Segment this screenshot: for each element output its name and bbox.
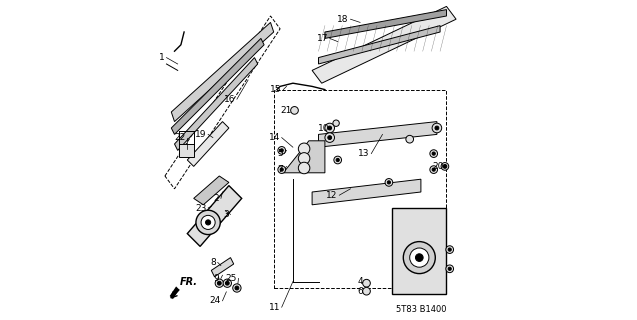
Circle shape (235, 286, 239, 290)
Text: 7: 7 (277, 165, 283, 174)
Circle shape (333, 120, 340, 126)
Text: 2: 2 (213, 194, 219, 203)
Polygon shape (175, 58, 258, 150)
Text: 19: 19 (195, 130, 206, 139)
Text: 15: 15 (270, 85, 282, 94)
Circle shape (410, 248, 429, 267)
Text: 14: 14 (269, 133, 280, 142)
Circle shape (325, 123, 334, 133)
Text: 16: 16 (224, 95, 235, 104)
Text: 23: 23 (195, 204, 206, 212)
Circle shape (334, 156, 341, 164)
Text: 8: 8 (210, 258, 216, 267)
Polygon shape (318, 26, 440, 64)
Polygon shape (312, 179, 421, 205)
Circle shape (225, 281, 229, 285)
Circle shape (387, 181, 390, 184)
Circle shape (362, 287, 370, 295)
Circle shape (278, 166, 285, 173)
Circle shape (290, 107, 298, 114)
Text: 4: 4 (357, 277, 363, 286)
Polygon shape (211, 258, 234, 277)
Polygon shape (187, 122, 229, 166)
Text: 24: 24 (210, 296, 221, 305)
Circle shape (298, 153, 310, 164)
Circle shape (443, 164, 447, 168)
Polygon shape (283, 141, 325, 173)
Text: 22: 22 (175, 133, 186, 142)
Circle shape (432, 152, 435, 155)
Text: 5T83 B1400: 5T83 B1400 (396, 305, 446, 314)
Circle shape (328, 126, 332, 130)
Circle shape (403, 242, 435, 274)
Circle shape (325, 133, 334, 142)
Text: 18: 18 (338, 15, 349, 24)
Circle shape (430, 166, 438, 173)
Text: 5: 5 (277, 149, 283, 158)
Circle shape (280, 149, 283, 152)
Circle shape (362, 279, 370, 287)
Polygon shape (169, 286, 179, 299)
Circle shape (196, 210, 220, 235)
Polygon shape (325, 10, 447, 38)
Circle shape (448, 267, 451, 270)
Circle shape (298, 162, 310, 174)
Circle shape (217, 281, 221, 285)
Circle shape (415, 254, 423, 261)
Polygon shape (392, 208, 447, 294)
Circle shape (435, 126, 439, 130)
Text: 1: 1 (159, 53, 165, 62)
Circle shape (280, 168, 283, 171)
Circle shape (336, 158, 340, 162)
Polygon shape (187, 186, 241, 246)
Circle shape (215, 279, 224, 287)
Circle shape (448, 248, 451, 251)
Text: 3: 3 (223, 210, 229, 219)
Polygon shape (318, 122, 437, 147)
Circle shape (328, 136, 332, 140)
Circle shape (385, 179, 393, 186)
Circle shape (206, 220, 211, 225)
Circle shape (446, 265, 454, 273)
Circle shape (233, 284, 241, 292)
Text: 17: 17 (317, 34, 328, 43)
Text: 13: 13 (358, 149, 369, 158)
Text: 21: 21 (280, 106, 291, 115)
Text: 9: 9 (213, 274, 219, 283)
Polygon shape (194, 176, 229, 205)
Bar (179, 144, 194, 157)
Polygon shape (171, 38, 264, 134)
Text: 6: 6 (357, 287, 363, 296)
Text: 20: 20 (432, 162, 443, 171)
Polygon shape (312, 6, 456, 83)
Circle shape (278, 147, 285, 154)
Circle shape (441, 163, 448, 170)
Circle shape (432, 123, 441, 133)
Text: 25: 25 (225, 274, 237, 283)
Circle shape (201, 215, 215, 229)
Text: 12: 12 (326, 191, 338, 200)
Circle shape (406, 135, 413, 143)
Text: 10: 10 (318, 124, 330, 132)
Circle shape (432, 168, 435, 171)
Text: 11: 11 (269, 303, 280, 312)
Circle shape (430, 150, 438, 157)
Text: FR.: FR. (179, 277, 197, 287)
Circle shape (298, 143, 310, 155)
Circle shape (446, 246, 454, 253)
Circle shape (223, 279, 231, 287)
Polygon shape (171, 22, 274, 122)
